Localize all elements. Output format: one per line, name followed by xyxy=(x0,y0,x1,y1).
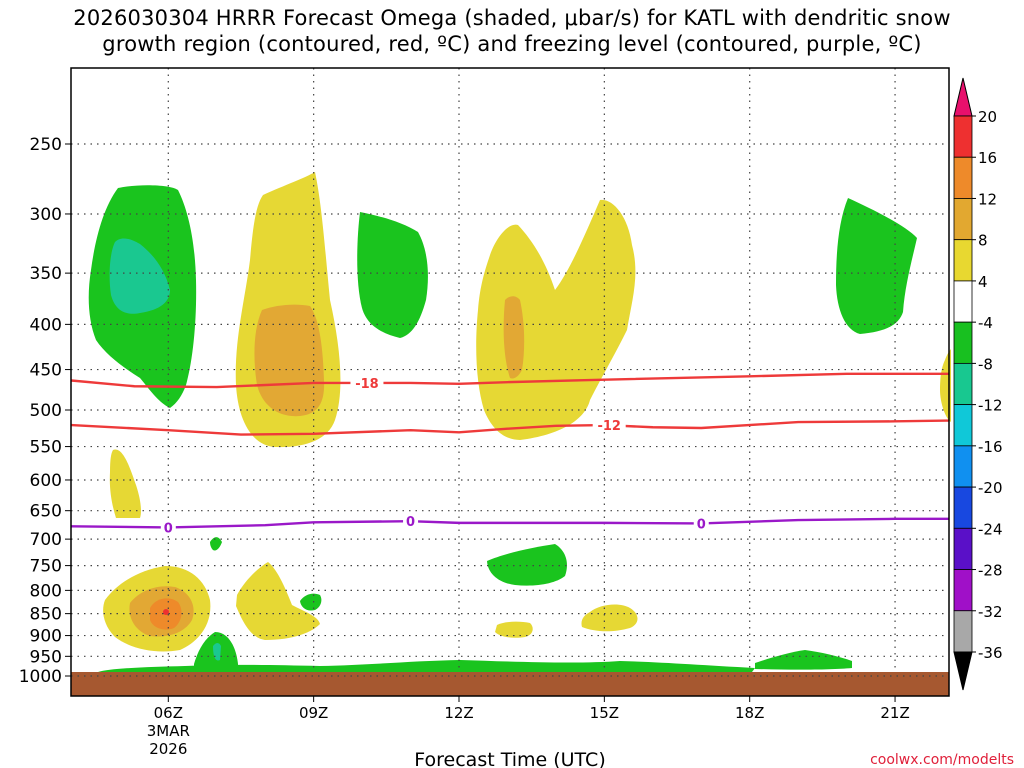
colorbar-bin xyxy=(953,115,973,158)
contour-line xyxy=(71,372,949,389)
colorbar-bin xyxy=(953,156,973,199)
omega-sink-strong-region xyxy=(109,238,170,314)
contour-label: 0 xyxy=(406,515,415,530)
x-tick-label: 06Z xyxy=(154,704,183,722)
colorbar-bin xyxy=(953,362,973,406)
y-tick-label: 400 xyxy=(30,315,62,335)
omega-rise-region xyxy=(109,449,141,518)
colorbar-bin xyxy=(953,198,973,241)
omega-sink-region xyxy=(755,650,852,670)
y-tick-label: 350 xyxy=(30,264,62,284)
colorbar-label: 20 xyxy=(978,108,997,126)
chart-title-line-2: growth region (contoured, red, ºC) and f… xyxy=(102,32,922,56)
y-tick-label: 250 xyxy=(30,135,62,155)
y-tick-label: 300 xyxy=(30,205,62,225)
contour-line xyxy=(71,517,949,529)
colorbar-label: -32 xyxy=(978,603,1003,621)
colorbar-top-arrow xyxy=(953,77,973,117)
colorbar-bin xyxy=(953,610,973,653)
y-tick-label: 500 xyxy=(30,401,62,421)
contour-line xyxy=(71,419,950,436)
x-tick-date: 3MAR xyxy=(147,722,190,740)
colorbar-label: -12 xyxy=(978,397,1003,415)
plot-frame xyxy=(70,67,950,697)
x-tick-label: 21Z xyxy=(880,704,909,722)
colorbar-bin xyxy=(953,486,973,529)
colorbar-label: -8 xyxy=(978,355,993,373)
colorbar-bin xyxy=(953,445,973,488)
x-tick-label: 12Z xyxy=(444,704,473,722)
credit-text: coolwx.com/modelts xyxy=(870,752,1014,768)
y-tick-label: 600 xyxy=(30,471,62,491)
colorbar-label: -20 xyxy=(978,479,1003,497)
colorbar-bin xyxy=(953,569,973,612)
contour-label-bg xyxy=(350,374,384,390)
colorbar-bottom-arrow xyxy=(953,651,973,691)
colorbar-bin xyxy=(953,280,973,323)
colorbar-label: -28 xyxy=(978,562,1003,580)
colorbar-label: 8 xyxy=(978,232,988,250)
x-axis-title: Forecast Time (UTC) xyxy=(414,749,605,768)
y-tick-label: 700 xyxy=(30,530,62,550)
contour-label: -18 xyxy=(355,377,379,392)
chart-title-line-1: 2026030304 HRRR Forecast Omega (shaded, … xyxy=(73,6,951,30)
y-tick-label: 1000 xyxy=(19,667,62,687)
omega-rise-region xyxy=(236,562,320,640)
contour-label: -12 xyxy=(597,419,621,434)
colorbar-label: 16 xyxy=(978,149,997,167)
contour-label-bg xyxy=(160,519,176,535)
colorbar-label: -4 xyxy=(978,314,993,332)
colorbar-label: 4 xyxy=(978,273,988,291)
omega-sink-region xyxy=(487,544,567,586)
omega-rise-peak xyxy=(163,609,169,615)
contour-lines: -18 -12 0 0 0 xyxy=(71,372,950,536)
omega-sink-region xyxy=(300,593,322,611)
colorbar-bin xyxy=(953,239,973,282)
omega-rise-strong-region xyxy=(503,296,525,379)
colorbar-bin xyxy=(953,404,973,447)
ground-surface xyxy=(71,672,949,696)
omega-sink-region xyxy=(357,212,428,338)
omega-rise-strong-region xyxy=(254,304,325,417)
x-tick-year: 2026 xyxy=(149,740,187,758)
omega-shading xyxy=(71,172,951,696)
contour-label: 0 xyxy=(164,521,173,536)
contour-label: 0 xyxy=(697,517,706,532)
colorbar-label: 12 xyxy=(978,190,997,208)
omega-sink-region xyxy=(836,198,917,334)
contour-label-bg xyxy=(403,513,419,529)
colorbar-bin xyxy=(953,527,973,570)
y-tick-label: 550 xyxy=(30,438,62,458)
y-tick-label: 900 xyxy=(30,627,62,647)
colorbar-label: -24 xyxy=(978,520,1003,538)
x-tick-label: 18Z xyxy=(735,704,764,722)
omega-rise-region xyxy=(581,604,638,632)
colorbar-label: -16 xyxy=(978,438,1003,456)
contour-label-bg xyxy=(693,515,709,531)
x-tick-label: 09Z xyxy=(299,704,328,722)
y-tick-label: 950 xyxy=(30,647,62,667)
omega-rise-region xyxy=(495,621,533,638)
omega-sink-near-surface xyxy=(98,660,755,672)
colorbar-label: -36 xyxy=(978,644,1003,662)
omega-rise-region xyxy=(476,199,636,440)
contour-label-bg xyxy=(592,417,626,433)
y-axis: 2503003504004505005506006507007508008509… xyxy=(19,135,71,687)
colorbar: 20 16 12 8 4 -4 -8 -12 -16 -20 -24 -28 -32 -36 xyxy=(953,77,1003,691)
y-tick-label: 750 xyxy=(30,557,62,577)
y-tick-label: 850 xyxy=(30,605,62,625)
x-tick-label: 15Z xyxy=(590,704,619,722)
omega-sink-region xyxy=(210,537,222,551)
y-tick-label: 800 xyxy=(30,581,62,601)
y-tick-label: 450 xyxy=(30,361,62,381)
y-tick-label: 650 xyxy=(30,502,62,522)
colorbar-bin xyxy=(953,321,973,364)
